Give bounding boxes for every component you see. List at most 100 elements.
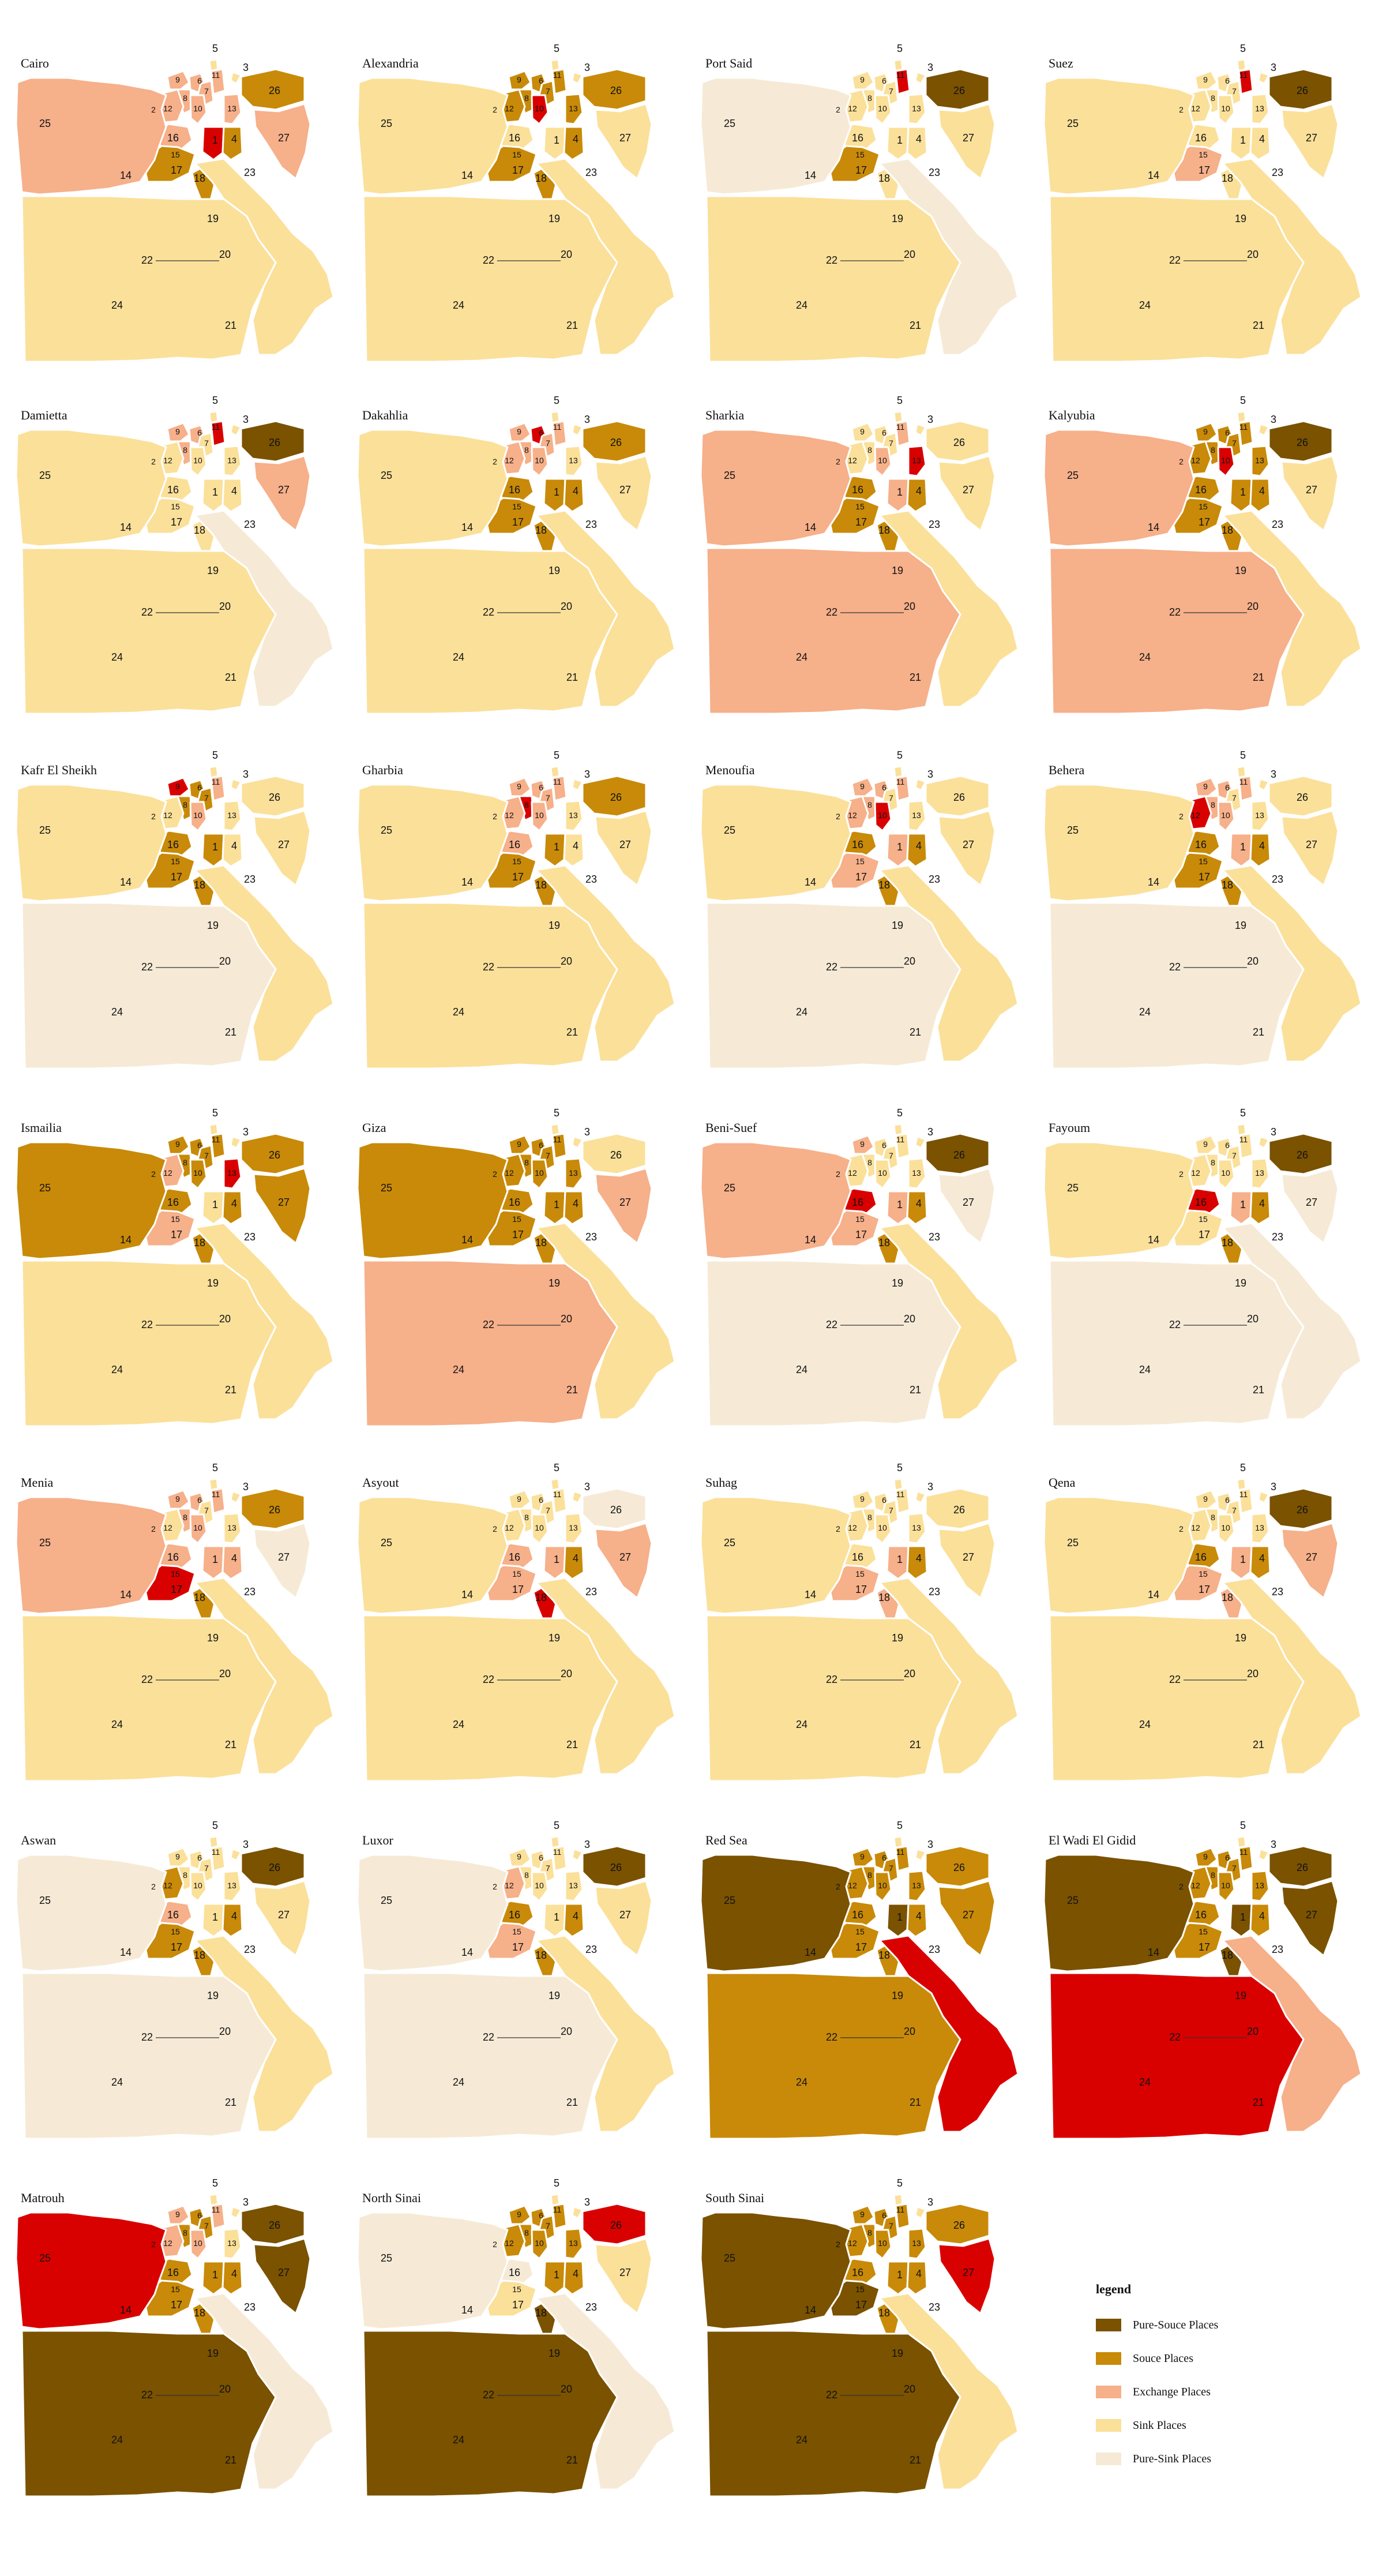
governorate-region-27 xyxy=(1280,809,1339,887)
region-label: 1 xyxy=(212,134,218,146)
region-label: 19 xyxy=(549,1632,560,1644)
governorate-region-13 xyxy=(907,800,927,832)
region-label: 21 xyxy=(910,672,921,683)
region-label: 15 xyxy=(171,150,180,159)
legend-label: Exchange Places xyxy=(1133,2385,1211,2398)
region-label: 23 xyxy=(244,1586,256,1598)
region-label: 12 xyxy=(848,811,857,820)
region-label: 8 xyxy=(183,1158,187,1167)
region-label: 25 xyxy=(381,2252,392,2264)
governorate-region-9 xyxy=(851,777,875,797)
governorate-region-13 xyxy=(564,1512,584,1544)
region-label: 18 xyxy=(535,173,547,184)
map-panel: 1 2 3 4 5 6 7 8 9 10 11 12 13 14 15 16 17 18 19 20 21 22 23 24 2… xyxy=(5,715,351,1073)
region-label: 5 xyxy=(212,1107,218,1119)
region-label: 12 xyxy=(848,1168,857,1178)
legend-item-pure-sink: Pure-Sink Places xyxy=(1096,2450,1211,2468)
governorate-region-4 xyxy=(221,1190,243,1225)
governorate-region-13 xyxy=(564,93,584,125)
region-label: 12 xyxy=(505,104,514,113)
governorate-region-5 xyxy=(1236,1123,1247,1137)
governorate-region-9 xyxy=(508,1489,532,1510)
region-label: 27 xyxy=(963,1197,974,1208)
governorate-region-1 xyxy=(886,1903,910,1938)
region-label: 25 xyxy=(724,1182,735,1194)
map-panel: 1 2 3 4 5 6 7 8 9 10 11 12 13 14 15 16 17 18 19 20 21 22 23 24 2… xyxy=(346,361,692,718)
governorate-region-10 xyxy=(1217,801,1235,832)
region-label: 13 xyxy=(1255,811,1264,820)
governorate-region-10 xyxy=(189,2229,208,2260)
region-label: 9 xyxy=(517,75,521,84)
region-label: 22 xyxy=(483,1674,494,1685)
governorate-region-27 xyxy=(253,1880,311,1957)
region-label: 8 xyxy=(524,1158,529,1167)
governorate-region-24 xyxy=(705,2330,961,2498)
governorate-region-26 xyxy=(925,68,990,111)
region-label: 2 xyxy=(836,1524,840,1533)
governorate-region-4 xyxy=(563,126,585,161)
region-label: 13 xyxy=(1255,104,1264,113)
region-label: 5 xyxy=(1240,1107,1246,1119)
governorate-region-1 xyxy=(201,2260,225,2296)
region-label: 1 xyxy=(897,841,903,853)
region-label: 10 xyxy=(535,456,544,465)
region-label: 18 xyxy=(878,2307,890,2319)
region-label: 26 xyxy=(269,2219,280,2231)
region-label: 2 xyxy=(493,1882,497,1891)
region-label: 8 xyxy=(183,93,187,103)
region-label: 10 xyxy=(193,811,202,820)
region-label: 15 xyxy=(171,1214,180,1224)
region-label: 26 xyxy=(1297,1862,1308,1873)
region-label: 13 xyxy=(912,456,921,465)
region-label: 3 xyxy=(1271,1839,1276,1850)
region-label: 2 xyxy=(151,457,156,466)
region-label: 11 xyxy=(553,1490,562,1499)
region-label: 24 xyxy=(1139,1719,1151,1730)
region-label: 15 xyxy=(512,1927,521,1936)
map-title: Suhag xyxy=(705,1475,737,1490)
region-label: 2 xyxy=(151,1169,156,1179)
region-label: 4 xyxy=(231,133,237,145)
region-label: 9 xyxy=(860,75,865,84)
governorate-region-3 xyxy=(1257,423,1270,437)
region-label: 1 xyxy=(554,1911,559,1923)
region-label: 26 xyxy=(269,792,280,803)
governorate-region-3 xyxy=(914,778,927,792)
region-label: 4 xyxy=(916,1910,922,1922)
governorate-region-4 xyxy=(221,2260,243,2296)
region-label: 27 xyxy=(1306,1909,1317,1921)
region-label: 13 xyxy=(227,104,236,113)
region-label: 24 xyxy=(111,1364,123,1375)
region-label: 17 xyxy=(855,1584,867,1595)
region-label: 17 xyxy=(1199,164,1210,176)
region-label: 17 xyxy=(512,1229,524,1240)
legend-title: legend xyxy=(1096,2282,1132,2296)
region-label: 19 xyxy=(207,920,219,931)
region-label: 24 xyxy=(796,1719,807,1730)
region-label: 5 xyxy=(212,43,218,54)
map-panel: 1 2 3 4 5 6 7 8 9 10 11 12 13 14 15 16 17 18 19 20 21 22 23 24 2… xyxy=(346,9,692,366)
governorate-region-11 xyxy=(551,1133,568,1160)
region-label: 11 xyxy=(896,422,905,432)
map-title: Behera xyxy=(1049,763,1085,777)
region-label: 26 xyxy=(953,1149,965,1161)
region-label: 8 xyxy=(1211,1870,1215,1880)
governorate-region-3 xyxy=(230,1490,242,1504)
region-label: 24 xyxy=(453,1006,464,1018)
governorate-region-5 xyxy=(208,410,219,424)
region-label: 19 xyxy=(549,1990,560,2001)
region-label: 19 xyxy=(1235,213,1246,224)
map-title: Alexandria xyxy=(362,56,419,70)
region-label: 14 xyxy=(805,522,816,533)
region-label: 17 xyxy=(171,1229,182,1240)
governorate-region-24 xyxy=(705,547,961,715)
region-label: 6 xyxy=(197,1853,202,1862)
region-label: 26 xyxy=(953,792,965,803)
governorate-region-24 xyxy=(21,1614,277,1782)
governorate-region-26 xyxy=(581,775,647,818)
region-label: 6 xyxy=(882,428,886,437)
governorate-region-3 xyxy=(914,71,927,85)
